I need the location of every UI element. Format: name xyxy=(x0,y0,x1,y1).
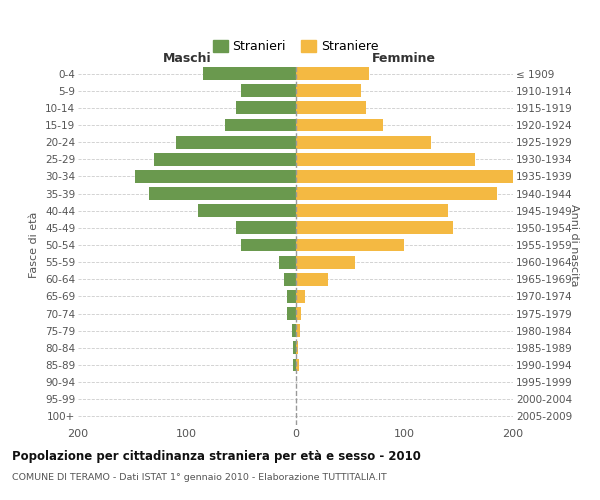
Text: Femmine: Femmine xyxy=(372,52,436,65)
Bar xyxy=(279,256,296,268)
Bar xyxy=(293,358,296,372)
Bar xyxy=(296,67,370,80)
Bar xyxy=(134,170,296,183)
Text: COMUNE DI TERAMO - Dati ISTAT 1° gennaio 2010 - Elaborazione TUTTITALIA.IT: COMUNE DI TERAMO - Dati ISTAT 1° gennaio… xyxy=(12,472,387,482)
Bar xyxy=(293,342,296,354)
Y-axis label: Fasce di età: Fasce di età xyxy=(29,212,40,278)
Bar xyxy=(296,307,301,320)
Bar xyxy=(296,153,475,166)
Bar xyxy=(296,204,448,217)
Bar xyxy=(236,222,296,234)
Bar xyxy=(287,290,296,303)
Bar xyxy=(296,358,299,372)
Legend: Stranieri, Straniere: Stranieri, Straniere xyxy=(208,35,383,58)
Bar xyxy=(203,67,296,80)
Bar xyxy=(296,290,305,303)
Bar xyxy=(296,102,366,114)
Bar xyxy=(296,342,298,354)
Bar xyxy=(296,273,328,285)
Bar xyxy=(154,153,296,166)
Bar xyxy=(296,256,355,268)
Bar xyxy=(241,84,296,97)
Bar xyxy=(241,238,296,252)
Text: Maschi: Maschi xyxy=(163,52,211,65)
Bar xyxy=(176,136,296,148)
Bar xyxy=(225,118,296,132)
Bar xyxy=(296,222,453,234)
Bar xyxy=(296,187,497,200)
Bar xyxy=(284,273,296,285)
Bar xyxy=(296,136,431,148)
Y-axis label: Anni di nascita: Anni di nascita xyxy=(569,204,580,286)
Bar xyxy=(296,170,513,183)
Bar xyxy=(296,324,300,337)
Bar xyxy=(197,204,296,217)
Text: Popolazione per cittadinanza straniera per età e sesso - 2010: Popolazione per cittadinanza straniera p… xyxy=(12,450,421,463)
Bar xyxy=(296,118,383,132)
Bar xyxy=(149,187,296,200)
Bar xyxy=(287,307,296,320)
Bar xyxy=(236,102,296,114)
Bar xyxy=(296,238,404,252)
Bar xyxy=(292,324,296,337)
Bar xyxy=(296,84,361,97)
